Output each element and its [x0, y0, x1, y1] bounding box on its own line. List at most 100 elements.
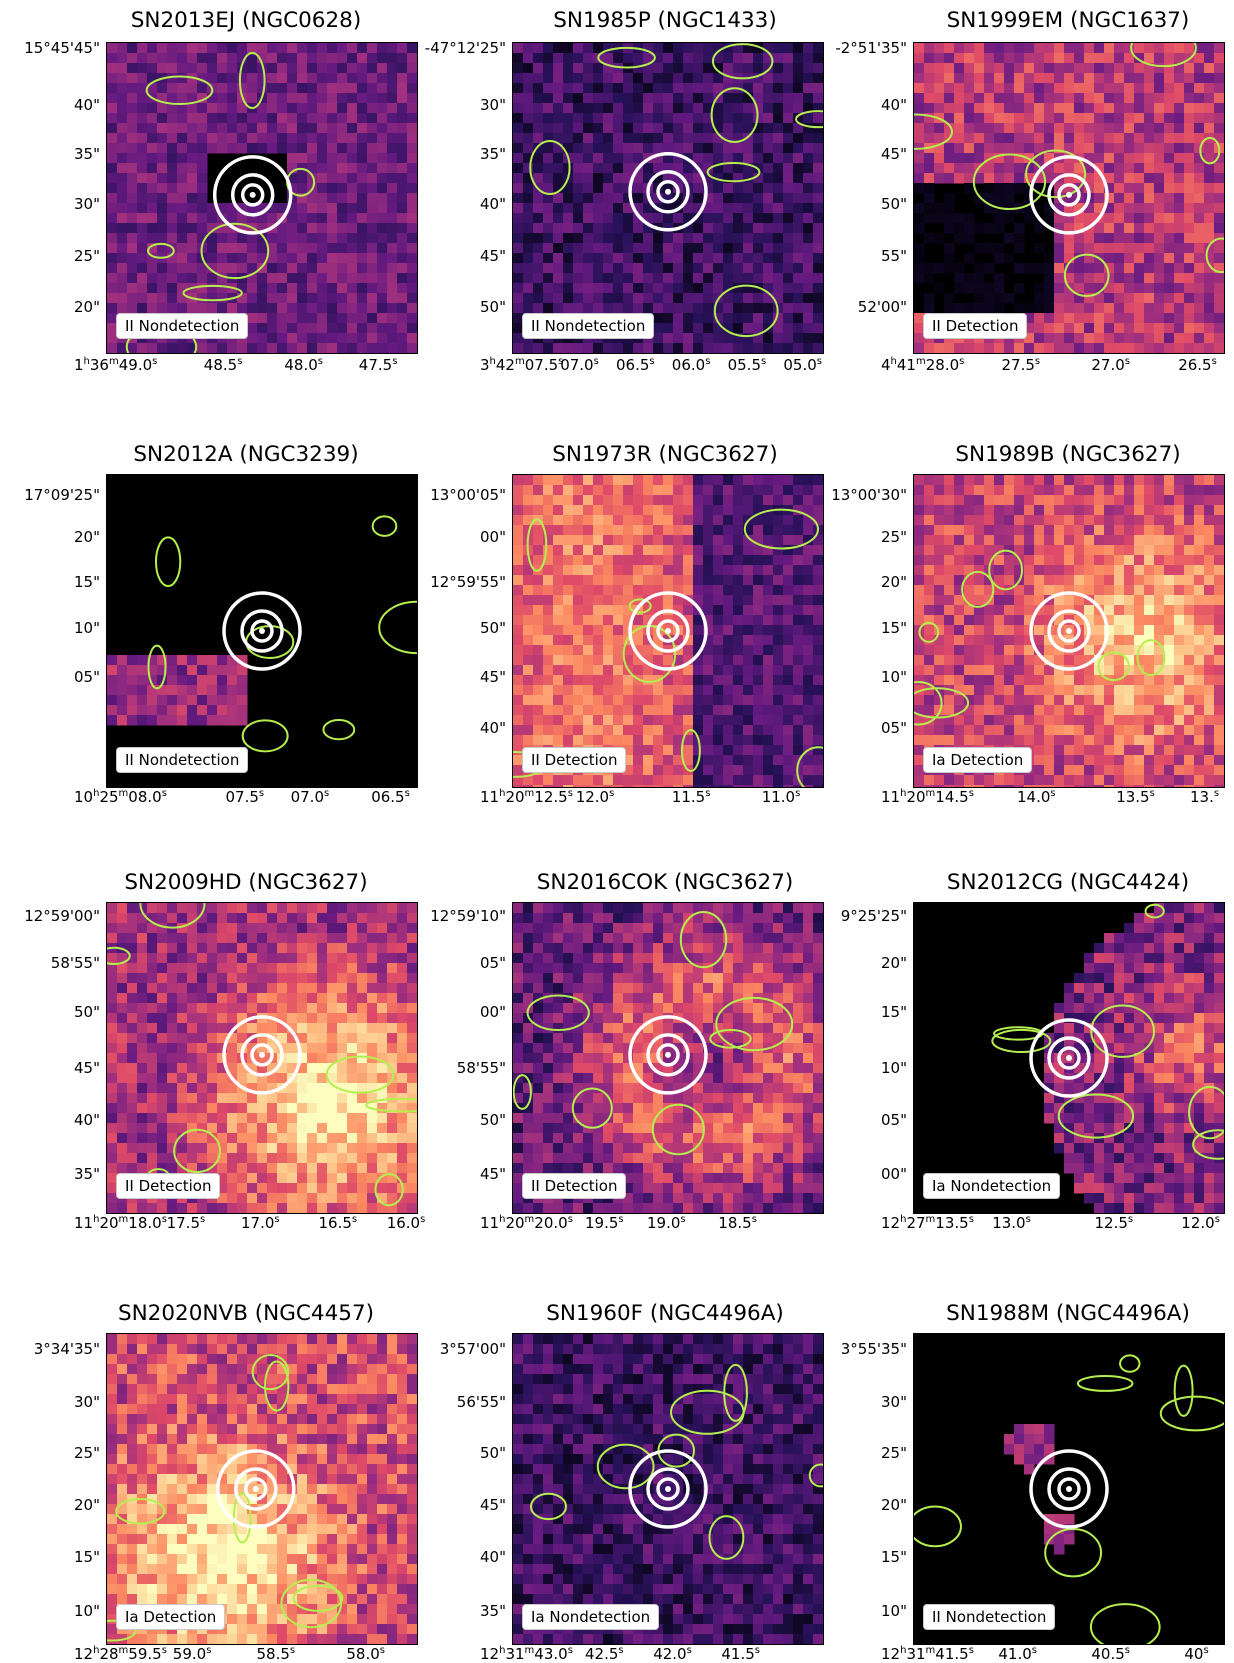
dec-tick-label: 25"	[881, 528, 907, 546]
ra-seconds: 12.0	[1181, 1214, 1214, 1232]
target-center	[259, 1052, 265, 1058]
dec-tick-label: -47°12'25"	[425, 39, 506, 57]
ra-seconds: 19.0	[647, 1214, 680, 1232]
dec-tick-label: 45"	[480, 1165, 506, 1183]
ra-tick-label: 1h36m49.0s	[74, 356, 157, 374]
ra-tick-label: 17.5s	[167, 1214, 206, 1232]
image-cutout: Ia Detection	[913, 474, 1225, 788]
target-center	[665, 189, 671, 195]
ra-hours: 3	[480, 356, 490, 374]
ra-seconds: 27.0	[1091, 356, 1124, 374]
ra-tick-label: 12.0s	[576, 788, 615, 806]
ra-seconds: 07.5	[525, 356, 558, 374]
intensity-map	[107, 43, 417, 353]
ra-tick-label: 16.5s	[319, 1214, 358, 1232]
ra-seconds: 14.5	[935, 788, 968, 806]
ra-seconds: 12.0	[576, 788, 609, 806]
ra-tick-label: 40s	[1184, 1645, 1208, 1663]
target-center	[665, 1486, 671, 1492]
dec-tick-label: 05"	[881, 719, 907, 737]
target-center	[259, 628, 265, 634]
dec-tick-label: 15°45'45"	[24, 39, 100, 57]
dec-tick-label: 12°59'10"	[430, 907, 506, 925]
dec-tick-label: 10"	[74, 619, 100, 637]
intensity-map	[914, 43, 1224, 353]
ra-minutes: 20	[906, 788, 925, 806]
ra-tick-label: 58.5s	[257, 1645, 296, 1663]
ra-tick-label: 40.5s	[1091, 1645, 1130, 1663]
classification-badge: II Nondetection	[116, 747, 248, 773]
ra-seconds: 41.0	[998, 1645, 1031, 1663]
classification-badge: II Detection	[116, 1173, 220, 1199]
dec-tick-label: 45"	[74, 1059, 100, 1077]
ra-tick-label: 05.5s	[728, 356, 767, 374]
ra-tick-label: 27.0s	[1091, 356, 1130, 374]
ra-tick-label: 07.0s	[560, 356, 599, 374]
dec-tick-label: 00"	[881, 1165, 907, 1183]
ra-tick-label: 19.5s	[585, 1214, 624, 1232]
ra-seconds: 13.	[1190, 788, 1214, 806]
dec-tick-label: 20"	[74, 528, 100, 546]
panel-title: SN2009HD (NGC3627)	[46, 870, 446, 895]
ra-minutes: 20	[99, 1214, 118, 1232]
ra-seconds: 42.0	[653, 1645, 686, 1663]
dec-tick-label: 40"	[881, 96, 907, 114]
dec-tick-label: 15"	[74, 1548, 100, 1566]
ra-tick-label: 19.0s	[647, 1214, 686, 1232]
dec-tick-label: -2°51'35"	[835, 39, 907, 57]
ra-seconds: 40	[1184, 1645, 1203, 1663]
classification-badge: II Nondetection	[923, 1604, 1055, 1630]
ra-tick-label: 41.0s	[998, 1645, 1037, 1663]
classification-badge: II Detection	[522, 747, 626, 773]
intensity-map	[914, 903, 1224, 1213]
panel-title: SN2012A (NGC3239)	[46, 442, 446, 467]
dec-tick-label: 40"	[480, 719, 506, 737]
dec-tick-label: 00"	[480, 1003, 506, 1021]
ra-tick-label: 3h42m07.5s	[480, 356, 563, 374]
dec-tick-label: 50"	[881, 195, 907, 213]
dec-tick-label: 30"	[74, 195, 100, 213]
dec-tick-label: 10"	[881, 1059, 907, 1077]
ra-seconds: 14.0	[1017, 788, 1050, 806]
contour-line	[914, 1507, 961, 1547]
dec-tick-label: 30"	[480, 96, 506, 114]
dec-tick-label: 35"	[74, 145, 100, 163]
ra-tick-label: 07.5s	[226, 788, 265, 806]
target-center	[665, 1052, 671, 1058]
ra-tick-label: 13.5s	[1116, 788, 1155, 806]
ra-hours: 12	[881, 1214, 900, 1232]
ra-seconds: 28.0	[926, 356, 959, 374]
classification-badge: II Detection	[923, 313, 1027, 339]
image-cutout: Ia Nondetection	[512, 1333, 824, 1645]
ra-seconds: 58.0	[346, 1645, 379, 1663]
ra-seconds: 08.0	[128, 788, 161, 806]
ra-tick-label: 48.5s	[204, 356, 243, 374]
ra-minutes: 20	[505, 1214, 524, 1232]
ra-minutes: 28	[99, 1645, 118, 1663]
dec-tick-label: 15"	[881, 619, 907, 637]
dec-tick-label: 40"	[74, 96, 100, 114]
ra-seconds: 19.5	[585, 1214, 618, 1232]
ra-tick-label: 26.5s	[1178, 356, 1217, 374]
ra-seconds: 17.5	[167, 1214, 200, 1232]
dec-tick-label: 40"	[74, 1111, 100, 1129]
dec-tick-label: 12°59'00"	[24, 907, 100, 925]
ra-hours: 12	[74, 1645, 93, 1663]
ra-seconds: 47.5	[359, 356, 392, 374]
ra-tick-label: 05.0s	[783, 356, 822, 374]
dec-tick-label: 30"	[74, 1393, 100, 1411]
dec-tick-label: 05"	[74, 668, 100, 686]
dec-tick-label: 50"	[480, 298, 506, 316]
intensity-map	[513, 43, 823, 353]
ra-minutes: 41	[897, 356, 916, 374]
ra-tick-label: 06.0s	[672, 356, 711, 374]
ra-seconds: 05.5	[728, 356, 761, 374]
ra-tick-label: 27.5s	[1002, 356, 1041, 374]
ra-hours: 12	[881, 1645, 900, 1663]
dec-tick-label: 35"	[480, 145, 506, 163]
ra-hours: 11	[480, 788, 499, 806]
ra-seconds: 41.5	[721, 1645, 754, 1663]
ra-tick-label: 14.0s	[1017, 788, 1056, 806]
ra-seconds: 07.0	[291, 788, 324, 806]
intensity-map	[107, 903, 417, 1213]
